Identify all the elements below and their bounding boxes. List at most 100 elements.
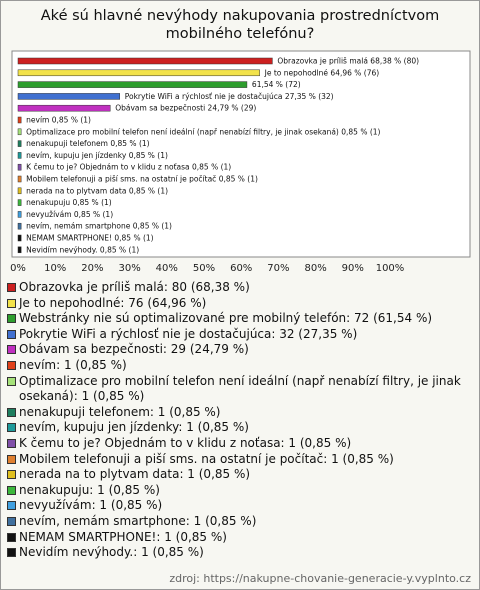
plot: 0% 10% 20% 30% 40% 50% 60% 70% 80% 90% 100% Obrazov… xyxy=(10,50,471,274)
x-tick-label: 20% xyxy=(81,263,103,274)
legend-item: nevím, kupuju jen jízdenky: 1 (0,85 %) xyxy=(7,420,473,436)
legend-item: Obávam sa bezpečnosti: 29 (24,79 %) xyxy=(7,342,473,358)
legend-label: Je to nepohodlné: 76 (64,96 %) xyxy=(19,295,207,310)
bar xyxy=(17,69,260,77)
bar xyxy=(17,199,22,206)
bar xyxy=(17,163,22,171)
bar xyxy=(17,140,22,147)
legend-label: Obrazovka je príliš malá: 80 (68,38 %) xyxy=(19,280,250,294)
legend-item: Obrazovka je príliš malá: 80 (68,38 %) xyxy=(7,280,473,296)
legend-label: Optimalizace pro mobilní telefon není id… xyxy=(19,373,461,404)
bar xyxy=(17,187,22,195)
data-label: nerada na to plytvam data 0,85 % (1) xyxy=(26,186,168,195)
legend-swatch xyxy=(7,548,16,558)
legend-swatch xyxy=(7,376,16,386)
legend-label: K čemu to je? Objednám to v klidu z noťa… xyxy=(19,435,352,450)
legend-label: Mobilem telefonuji a piší sms. na ostatn… xyxy=(19,451,394,466)
bar xyxy=(17,222,22,230)
data-label: NEMAM SMARTPHONE! 0,85 % (1) xyxy=(26,234,154,243)
data-label: Obrazovka je príliš malá 68,38 % (80) xyxy=(277,57,419,66)
legend-swatch xyxy=(7,283,16,292)
data-label: nevím, nemám smartphone 0,85 % (1) xyxy=(26,222,172,231)
data-label: Je to nepohodlné 64,96 % (76) xyxy=(264,68,380,77)
bar xyxy=(17,104,111,112)
legend: Obrazovka je príliš malá: 80 (68,38 %) Je… xyxy=(7,280,473,561)
data-label: Pokrytie WiFi a rýchlosť nie je dostačuj… xyxy=(125,92,334,101)
legend-label: nenakupuji telefonem: 1 (0,85 %) xyxy=(19,404,221,419)
bar xyxy=(17,152,22,159)
legend-item: nerada na to plytvam data: 1 (0,85 %) xyxy=(7,467,473,483)
bar xyxy=(17,116,22,124)
legend-item: nevím: 1 (0,85 %) xyxy=(7,358,473,374)
legend-label: nevím: 1 (0,85 %) xyxy=(19,357,127,372)
bar xyxy=(17,81,248,88)
legend-label: nerada na to plytvam data: 1 (0,85 %) xyxy=(19,467,251,482)
bar xyxy=(17,93,120,100)
legend-label: Nevidím nevýhody.: 1 (0,85 %) xyxy=(19,545,204,560)
bar xyxy=(17,211,22,218)
legend-label: nevyužívám: 1 (0,85 %) xyxy=(19,498,163,513)
data-label: Optimalizace pro mobilní telefon není id… xyxy=(26,127,380,136)
legend-label: nevím, nemám smartphone: 1 (0,85 %) xyxy=(19,513,257,528)
legend-item: K čemu to je? Objednám to v klidu z noťa… xyxy=(7,436,473,452)
bar xyxy=(17,234,22,242)
x-tick-label: 0% xyxy=(10,263,26,274)
data-label: Nevidím nevýhody. 0,85 % (1) xyxy=(26,245,139,254)
legend-swatch xyxy=(7,438,16,448)
legend-item: nevím, nemám smartphone: 1 (0,85 %) xyxy=(7,514,473,530)
legend-swatch xyxy=(7,345,16,355)
legend-item: Pokrytie WiFi a rýchlosť nie je dostačuj… xyxy=(7,327,473,343)
bar xyxy=(17,57,273,65)
legend-item: nenakupuji telefonem: 1 (0,85 %) xyxy=(7,405,473,421)
legend-label: Webstránky nie sú optimalizované pre mob… xyxy=(19,311,433,326)
legend-swatch xyxy=(7,485,16,495)
data-label: nevím, kupuju jen jízdenky 0,85 % (1) xyxy=(26,151,168,160)
x-tick-label: 40% xyxy=(156,263,178,274)
legend-label: Obávam sa bezpečnosti: 29 (24,79 %) xyxy=(19,342,249,357)
legend-swatch xyxy=(7,314,16,324)
legend-item: Je to nepohodlné: 76 (64,96 %) xyxy=(7,296,473,312)
legend-swatch xyxy=(7,516,16,526)
legend-label: nevím, kupuju jen jízdenky: 1 (0,85 %) xyxy=(19,420,249,435)
legend-label: Pokrytie WiFi a rýchlosť nie je dostačuj… xyxy=(19,326,358,341)
bar xyxy=(17,128,22,136)
legend-item: Mobilem telefonuji a piší sms. na ostatn… xyxy=(7,452,473,468)
legend-item: Webstránky nie sú optimalizované pre mob… xyxy=(7,311,473,327)
bar xyxy=(17,246,22,254)
data-label: nenakupuju 0,85 % (1) xyxy=(26,198,112,207)
data-label: K čemu to je? Objednám to v klidu z noťa… xyxy=(26,163,231,172)
legend-swatch xyxy=(7,407,16,417)
legend-swatch xyxy=(7,423,16,433)
legend-swatch xyxy=(7,329,16,339)
legend-item: Optimalizace pro mobilní telefon není id… xyxy=(7,374,473,405)
legend-item: nevyužívám: 1 (0,85 %) xyxy=(7,498,473,514)
data-label: 61,54 % (72) xyxy=(252,80,301,89)
x-tick-label: 50% xyxy=(193,263,215,274)
x-tick-label: 60% xyxy=(230,263,252,274)
source: zdroj: https://nakupne-chovanie-generaci… xyxy=(169,572,471,585)
legend-swatch xyxy=(7,501,16,511)
legend-item: Nevidím nevýhody.: 1 (0,85 %) xyxy=(7,545,473,561)
legend-item: nenakupuju: 1 (0,85 %) xyxy=(7,483,473,499)
data-label: Mobilem telefonuji a piší sms. na ostatn… xyxy=(26,175,258,184)
x-tick-label: 30% xyxy=(118,263,140,274)
data-label: nevyužívám 0,85 % (1) xyxy=(26,210,113,219)
legend-swatch xyxy=(7,532,16,542)
legend-swatch xyxy=(7,454,16,464)
legend-swatch xyxy=(7,470,16,480)
chart-title: Aké sú hlavné nevýhody nakupovania prost… xyxy=(40,8,440,42)
legend-swatch xyxy=(7,298,16,308)
data-label: nenakupuji telefonem 0,85 % (1) xyxy=(26,139,149,148)
legend-swatch xyxy=(7,360,16,370)
x-tick-label: 90% xyxy=(342,263,364,274)
legend-item: NEMAM SMARTPHONE!: 1 (0,85 %) xyxy=(7,530,473,546)
legend-label: nenakupuju: 1 (0,85 %) xyxy=(19,482,160,497)
data-label: nevím 0,85 % (1) xyxy=(26,116,91,125)
x-tick-label: 10% xyxy=(44,263,66,274)
x-tick-label: 80% xyxy=(304,263,326,274)
legend-label: NEMAM SMARTPHONE!: 1 (0,85 %) xyxy=(19,529,227,544)
data-label: Obávam sa bezpečnosti 24,79 % (29) xyxy=(115,104,256,113)
x-tick-label: 100% xyxy=(376,263,405,274)
x-tick-label: 70% xyxy=(267,263,289,274)
